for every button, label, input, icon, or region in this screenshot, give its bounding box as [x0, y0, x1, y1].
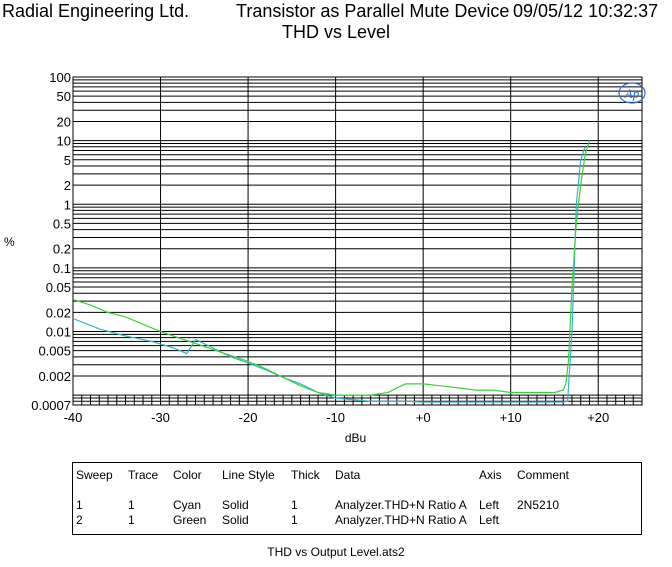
- y-tick-label: 0.5: [53, 216, 71, 231]
- ap-logo-icon: [618, 82, 646, 104]
- legend-header-line-style: Line Style: [222, 468, 275, 482]
- legend-cell: 1: [291, 513, 298, 527]
- y-tick-label: 0.002: [38, 369, 71, 384]
- y-tick-label: 100: [49, 70, 71, 85]
- legend-cell: 1: [128, 513, 135, 527]
- y-tick-label: 50: [57, 89, 71, 104]
- x-tick-label: -40: [64, 410, 83, 425]
- y-tick-label: 0.2: [53, 242, 71, 257]
- legend-cell: 1: [128, 498, 135, 512]
- series-line-2: [72, 140, 591, 396]
- legend-cell: Cyan: [173, 498, 202, 512]
- report-datetime: 09/05/12 10:32:37: [513, 1, 659, 21]
- thd-chart: 100 50 20 10 5 2 1 0.5 0.2 0.1 0.05 0.02 0.01 0.005 0.…: [4, 70, 646, 445]
- ap-logo-text: Ap: [624, 86, 640, 101]
- y-tick-label: 0.005: [38, 344, 71, 359]
- x-tick-label: -20: [239, 410, 258, 425]
- legend-cell: Solid: [222, 498, 249, 512]
- x-tick-label: +0: [416, 410, 431, 425]
- y-tick-label: 0.01: [46, 325, 71, 340]
- legend-cell: Solid: [222, 513, 249, 527]
- y-tick-label: 0.0007: [31, 398, 71, 413]
- legend-header-comment: Comment: [517, 468, 570, 482]
- y-tick-label: 0.02: [46, 305, 71, 320]
- legend-cell: Analyzer.THD+N Ratio A: [335, 513, 467, 527]
- footer-filename: THD vs Output Level.ats2: [267, 545, 405, 559]
- legend-cell: Green: [173, 513, 207, 527]
- legend-cell: 1: [291, 498, 298, 512]
- series-line-1: [72, 146, 586, 403]
- plot-area: [72, 76, 643, 406]
- y-tick-label: 20: [57, 114, 71, 129]
- legend-cell: Left: [479, 513, 500, 527]
- y-axis-label: %: [4, 235, 15, 249]
- y-tick-label: 2: [64, 178, 71, 193]
- company-name: Radial Engineering Ltd.: [2, 1, 190, 21]
- legend-header-color: Color: [173, 468, 202, 482]
- report-header: Radial Engineering Ltd. Transistor as Pa…: [0, 1, 672, 25]
- y-tick-label: 0.1: [53, 261, 71, 276]
- y-tick-label: 1: [64, 197, 71, 212]
- legend-cell: Left: [479, 498, 500, 512]
- report-title: Transistor as Parallel Mute Device: [236, 1, 510, 21]
- x-axis-label: dBu: [345, 431, 366, 445]
- y-tick-label: 5: [64, 153, 71, 168]
- x-tick-label: +20: [587, 410, 609, 425]
- legend-header-thick: Thick: [291, 468, 320, 482]
- legend-cell: 1: [76, 498, 83, 512]
- legend-cell: 2: [76, 513, 83, 527]
- legend-header-trace: Trace: [128, 468, 159, 482]
- legend-cell: Analyzer.THD+N Ratio A: [335, 498, 467, 512]
- x-tick-label: -10: [326, 410, 345, 425]
- legend-header-data: Data: [335, 468, 361, 482]
- legend-cell: 2N5210: [517, 498, 560, 512]
- y-tick-label: 0.05: [46, 280, 71, 295]
- y-tick-label: 10: [57, 134, 71, 149]
- legend-header-sweep: Sweep: [76, 468, 113, 482]
- legend-table: Sweep Trace Color Line Style Thick Data Axis Co…: [72, 462, 642, 535]
- chart-subtitle: THD vs Level: [281, 22, 391, 42]
- x-tick-label: +10: [500, 410, 522, 425]
- legend-header-axis: Axis: [479, 468, 502, 482]
- x-tick-label: -30: [151, 410, 170, 425]
